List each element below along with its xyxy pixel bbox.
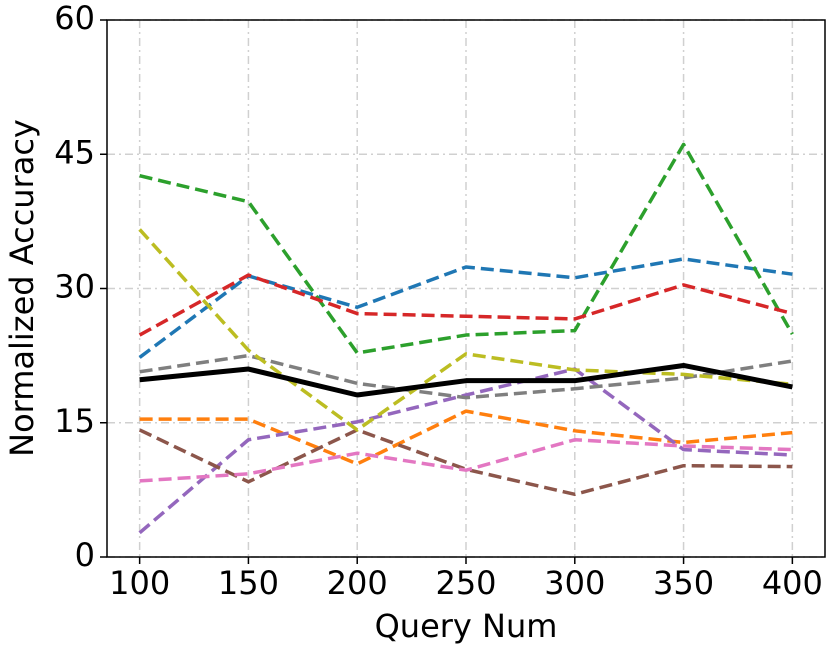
series-line bbox=[139, 409, 793, 466]
series-line bbox=[139, 353, 793, 400]
series-line bbox=[139, 142, 794, 355]
x-tick-label: 400 bbox=[762, 564, 823, 602]
y-tick-label: 15 bbox=[54, 402, 95, 440]
x-axis-label: Query Num bbox=[375, 607, 558, 645]
y-tick-label: 60 bbox=[54, 0, 95, 37]
series-line bbox=[138, 428, 793, 497]
series-line bbox=[138, 228, 793, 432]
x-tick-label: 100 bbox=[109, 564, 170, 602]
x-tick-label: 200 bbox=[327, 564, 388, 602]
x-tick-label: 350 bbox=[653, 564, 714, 602]
x-tick-label: 150 bbox=[218, 564, 279, 602]
series-line bbox=[139, 438, 793, 483]
y-tick-label: 0 bbox=[75, 536, 95, 574]
x-tick-label: 300 bbox=[544, 564, 605, 602]
y-tick-label: 45 bbox=[54, 133, 95, 171]
y-axis-label: Normalized Accuracy bbox=[3, 119, 41, 457]
series-line bbox=[138, 367, 793, 535]
plot-frame bbox=[106, 19, 826, 558]
series-line bbox=[138, 273, 793, 337]
series-line bbox=[139, 362, 793, 398]
x-tick-label: 250 bbox=[435, 564, 496, 602]
y-tick-label: 30 bbox=[54, 268, 95, 306]
